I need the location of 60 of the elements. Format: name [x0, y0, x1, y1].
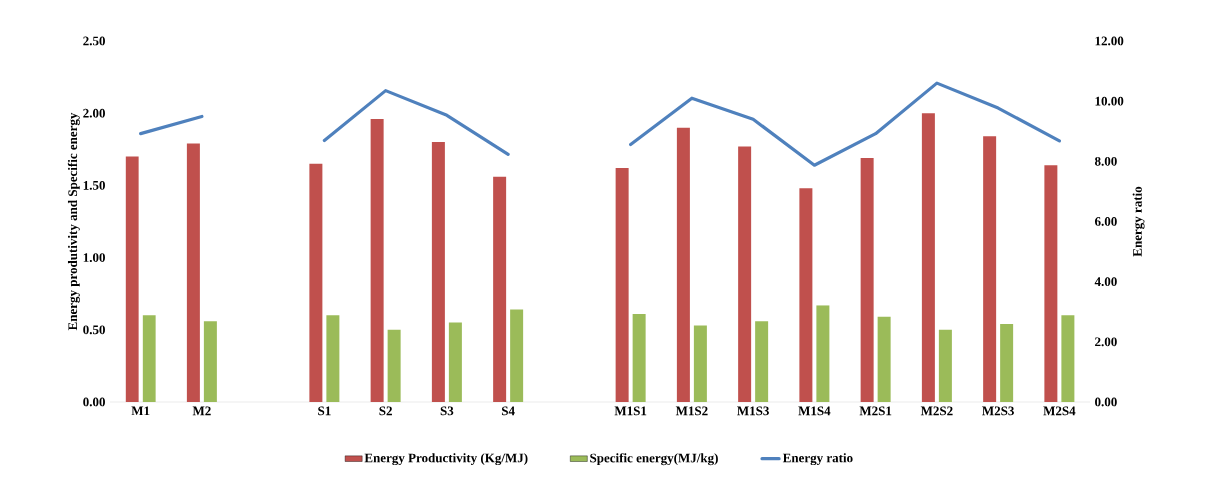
bar [387, 329, 401, 402]
bar [615, 168, 629, 402]
bar [1061, 315, 1075, 402]
bar [676, 127, 690, 402]
legend-label: Energy ratio [782, 453, 853, 466]
bar [431, 142, 445, 402]
bar [755, 321, 769, 402]
x-tick-label: M2S4 [1043, 406, 1076, 416]
bar [877, 316, 891, 402]
bar [799, 188, 813, 402]
bar [510, 309, 524, 402]
bar [142, 315, 156, 402]
x-tick-label: M1S3 [737, 406, 769, 416]
y-axis-title: Energy produtivity and Specific energy [67, 112, 80, 331]
bar [186, 143, 200, 402]
bar [860, 157, 874, 402]
bar [125, 156, 139, 402]
x-tick-label: M2S3 [982, 406, 1014, 416]
x-tick-label: M2S2 [920, 406, 953, 416]
y2-tick-label: 0.00 [1095, 397, 1117, 407]
y-tick-label: 1.00 [83, 253, 105, 263]
x-tick-label: M1 [131, 406, 150, 416]
y-tick-label: 0.50 [83, 325, 105, 335]
y-tick-label: 0.00 [83, 397, 105, 407]
bar [632, 313, 646, 402]
x-tick-label: M1S4 [798, 406, 831, 416]
bar [738, 146, 752, 402]
y2-tick-label: 4.00 [1094, 277, 1117, 287]
y2-tick-label: 12.00 [1095, 36, 1124, 46]
x-tick-label: S4 [501, 406, 515, 416]
x-tick-label: M2 [192, 406, 211, 416]
x-tick-label: S3 [440, 406, 454, 416]
bar [370, 118, 384, 402]
bar [938, 329, 952, 402]
y-tick-label: 2.50 [83, 36, 105, 46]
bar [326, 315, 340, 402]
x-tick-label: S1 [318, 406, 331, 416]
legend-label: Energy Productivity (Kg/MJ) [364, 453, 528, 466]
bar [693, 325, 707, 402]
bar [983, 136, 997, 402]
y2-tick-label: 10.00 [1095, 96, 1124, 106]
bar [448, 322, 462, 402]
y-tick-label: 1.50 [83, 180, 105, 190]
y2-tick-label: 2.00 [1095, 337, 1117, 347]
bar [921, 113, 935, 402]
y2-axis-title: Energy ratio [1132, 186, 1145, 257]
x-tick-label: M2S1 [859, 406, 892, 416]
bar [1000, 324, 1014, 402]
bar [309, 163, 323, 402]
x-tick-label: M1S2 [675, 406, 708, 416]
legend-label: Specific energy(MJ/kg) [590, 453, 718, 466]
y2-tick-label: 6.00 [1094, 217, 1117, 226]
y2-tick-label: 8.00 [1094, 156, 1117, 166]
bar [203, 321, 217, 402]
y-tick-label: 2.00 [83, 108, 105, 118]
x-tick-label: S2 [379, 406, 392, 416]
x-tick-label: M1S1 [614, 406, 647, 416]
bar [493, 176, 507, 402]
bar [1044, 165, 1058, 402]
bar [816, 305, 830, 402]
